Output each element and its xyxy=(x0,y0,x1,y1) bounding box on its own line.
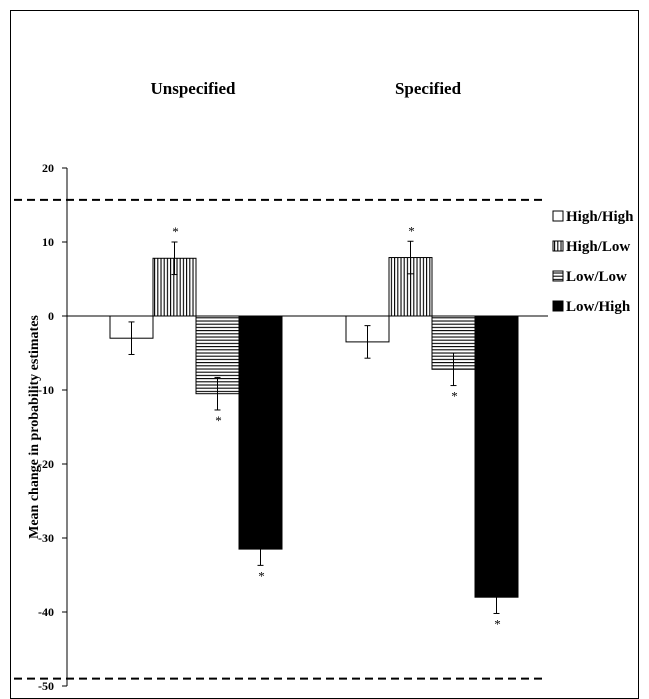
y-tick-label-0: 20 xyxy=(42,161,54,175)
error-bars xyxy=(128,240,500,614)
y-tick-label-2: 0 xyxy=(48,309,54,323)
legend-label-0: High/High xyxy=(566,209,634,225)
y-tick-label-4: -20 xyxy=(38,457,54,471)
significance-markers: * * * * * * xyxy=(172,223,501,631)
legend-swatch-1 xyxy=(552,240,564,252)
y-axis-label: Mean change in probability estimates xyxy=(27,315,42,539)
bar-0-3 xyxy=(238,315,283,550)
legend-label-1: High/Low xyxy=(566,239,630,255)
legend-label-3: Low/High xyxy=(566,299,631,315)
category-label-unspecified: Unspecified xyxy=(151,79,237,98)
legend-label-2: Low/Low xyxy=(566,269,627,285)
legend-swatch-3 xyxy=(552,300,564,312)
reference-lines xyxy=(14,198,546,680)
significance-star-1-3: * xyxy=(494,616,501,631)
y-tick-label-5: -30 xyxy=(38,531,54,545)
bar-1-3 xyxy=(474,315,519,598)
significance-star-1-1: * xyxy=(408,223,415,238)
significance-star-1-2: * xyxy=(451,389,458,404)
y-tick-label-1: 10 xyxy=(42,235,54,249)
legend-swatch-0 xyxy=(552,210,564,222)
category-label-specified: Specified xyxy=(395,79,462,98)
legend-swatch-2 xyxy=(552,270,564,282)
y-axis-ticks: 20 10 0 -10 -20 -30 -40 -50 xyxy=(38,161,67,693)
y-tick-label-6: -40 xyxy=(38,605,54,619)
significance-star-0-1: * xyxy=(172,224,179,239)
legend: High/High High/Low Low/Low Low/High xyxy=(552,209,634,315)
significance-star-0-2: * xyxy=(215,413,222,428)
y-tick-label-7: -50 xyxy=(38,679,54,693)
y-tick-label-3: -10 xyxy=(38,383,54,397)
significance-star-0-3: * xyxy=(258,568,265,583)
bars xyxy=(109,257,519,598)
